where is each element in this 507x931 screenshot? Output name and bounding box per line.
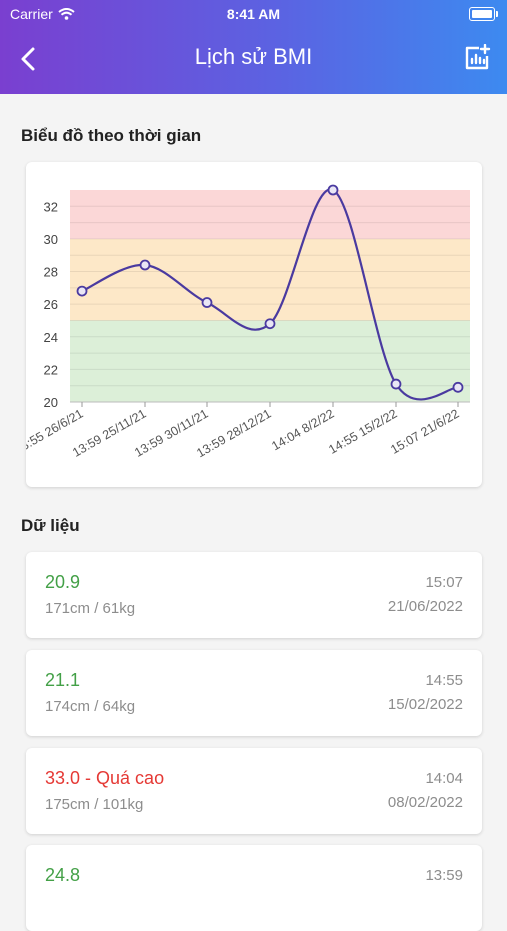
page-title: Lịch sử BMI xyxy=(194,44,313,69)
bmi-zone-band xyxy=(70,320,470,402)
carrier-label: Carrier xyxy=(10,6,53,22)
y-tick-label: 20 xyxy=(44,395,58,410)
data-point[interactable] xyxy=(264,318,276,330)
wifi-icon xyxy=(58,8,75,20)
y-tick-label: 22 xyxy=(44,362,58,377)
y-tick-label: 28 xyxy=(44,265,58,280)
chart-section-title: Biểu đồ theo thời gian xyxy=(21,126,202,145)
data-point[interactable] xyxy=(76,285,88,297)
record-card[interactable]: 20.9 171cm / 61kg 15:07 21/06/2022 xyxy=(26,552,482,638)
status-bar: Carrier 8:41 AM xyxy=(0,0,507,28)
bmi-chart-card: 20 22 24 26 28 30 32 13:55 26/6/21 13:59 25/11/… xyxy=(12,162,482,487)
record-card[interactable]: 21.1 174cm / 64kg 14:55 15/02/2022 xyxy=(26,650,482,736)
y-tick-label: 32 xyxy=(44,199,58,214)
chart-add-icon xyxy=(465,43,491,70)
record-date: 15/02/2022 xyxy=(387,696,463,713)
carrier-info: Carrier xyxy=(10,6,75,22)
record-bmi: 21.1 xyxy=(45,670,81,690)
bmi-zone-band xyxy=(70,190,470,239)
record-measurement: 171cm / 61kg xyxy=(45,600,136,617)
app-header: Carrier 8:41 AM Lịch sử BMI xyxy=(0,0,507,94)
data-point[interactable] xyxy=(139,259,151,271)
record-date: 08/02/2022 xyxy=(387,794,463,811)
y-tick-label: 30 xyxy=(44,232,58,247)
data-point[interactable] xyxy=(390,378,402,390)
battery-icon xyxy=(469,7,498,21)
record-measurement: 174cm / 64kg xyxy=(45,698,136,715)
y-tick-label: 24 xyxy=(44,330,58,345)
data-point[interactable] xyxy=(327,184,339,196)
bmi-zone-band xyxy=(70,238,470,321)
data-point[interactable] xyxy=(452,381,464,393)
data-section-title: Dữ liệu xyxy=(21,516,80,535)
chevron-left-icon xyxy=(21,47,35,71)
record-date: 21/06/2022 xyxy=(387,598,463,615)
record-bmi: 33.0 - Quá cao xyxy=(45,768,165,788)
back-button[interactable] xyxy=(14,44,44,74)
record-time: 15:07 xyxy=(425,574,463,591)
record-bmi: 24.8 xyxy=(45,865,81,885)
record-measurement: 175cm / 101kg xyxy=(45,796,144,813)
add-record-button[interactable] xyxy=(463,43,491,72)
record-bmi: 20.9 xyxy=(45,572,81,592)
x-tick-label: 14:55 15/2/22 xyxy=(326,406,399,456)
record-time: 14:55 xyxy=(425,672,463,689)
x-tick-label: 15:07 21/6/22 xyxy=(388,406,461,456)
navbar: Lịch sử BMI xyxy=(0,32,507,88)
record-time: 13:59 xyxy=(425,867,463,884)
record-time: 14:04 xyxy=(425,770,463,787)
record-card[interactable]: 24.8 13:59 xyxy=(26,845,482,931)
y-tick-label: 26 xyxy=(44,297,58,312)
record-card[interactable]: 33.0 - Quá cao 175cm / 101kg 14:04 08/02… xyxy=(26,748,482,834)
data-point[interactable] xyxy=(201,297,213,308)
status-time: 8:41 AM xyxy=(226,6,281,22)
